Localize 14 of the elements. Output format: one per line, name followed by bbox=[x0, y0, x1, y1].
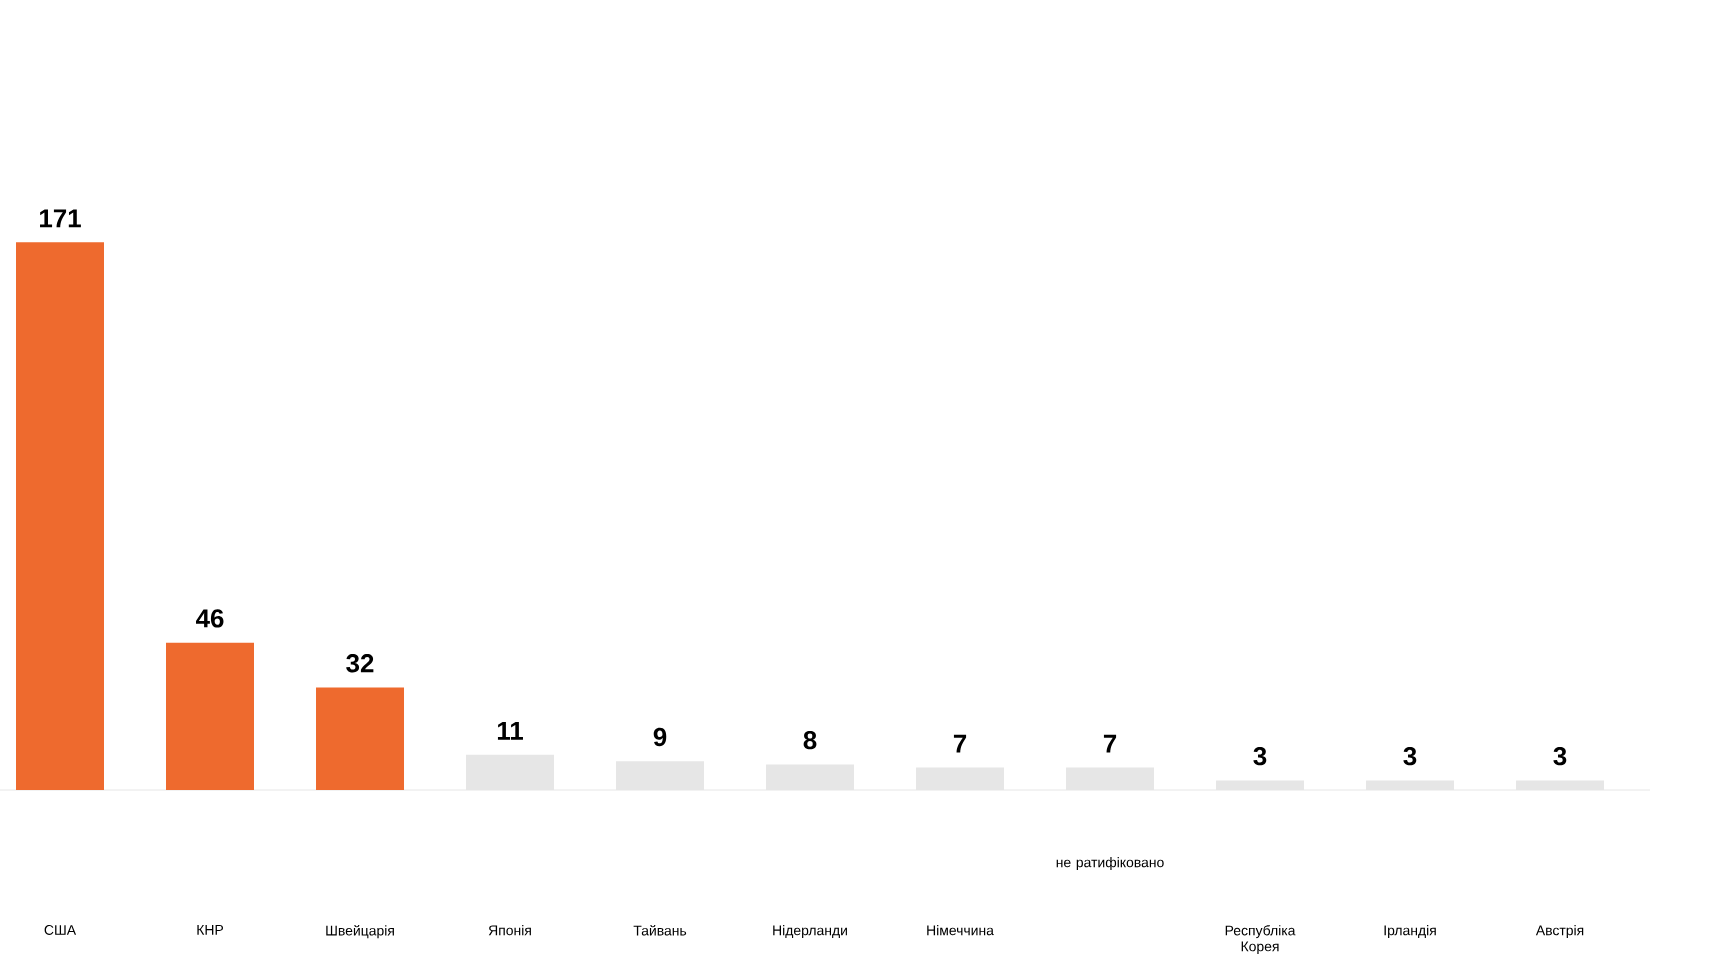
data-label: 7 bbox=[1103, 734, 1117, 753]
data-label: 32 bbox=[346, 654, 374, 673]
data-label: 11 bbox=[497, 721, 523, 740]
data-label: 3 bbox=[1253, 746, 1267, 766]
data-label: 171 bbox=[40, 209, 81, 228]
data-label: 7 bbox=[953, 734, 967, 753]
data-label: 9 bbox=[653, 727, 667, 747]
bar bbox=[166, 642, 254, 790]
data-label: 46 bbox=[196, 609, 224, 628]
data-label: 3 bbox=[1403, 746, 1417, 766]
bar bbox=[316, 687, 405, 790]
bar bbox=[16, 242, 104, 790]
data-label: 8 bbox=[803, 730, 817, 750]
data-label: 3 bbox=[1553, 746, 1567, 766]
